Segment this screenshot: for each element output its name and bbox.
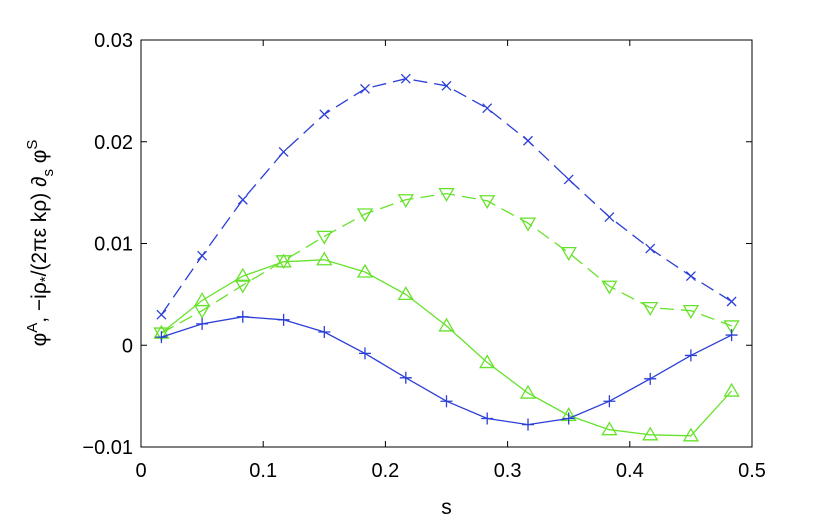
data-point (275, 253, 292, 268)
x-tick-label: 0.4 (616, 460, 644, 482)
data-point (397, 194, 414, 209)
y-tick-label: 0.03 (94, 30, 133, 52)
data-point (644, 372, 657, 385)
data-point (682, 427, 700, 442)
data-point (684, 349, 697, 362)
data-point (196, 317, 209, 330)
data-point (356, 263, 374, 278)
data-point (560, 247, 577, 261)
data-point (399, 371, 412, 384)
data-point (481, 412, 494, 425)
data-point (519, 217, 537, 232)
x-tick-label: 0.1 (249, 460, 277, 482)
data-point (642, 301, 659, 316)
data-point (236, 310, 249, 323)
data-point (234, 267, 251, 282)
data-point (440, 395, 453, 408)
data-point (562, 412, 575, 425)
data-point (723, 382, 740, 397)
data-point (155, 331, 168, 344)
data-point (726, 296, 737, 307)
data-point (601, 421, 618, 436)
series-line (161, 192, 732, 334)
x-tick-label: 0.3 (494, 460, 522, 482)
data-point (318, 326, 331, 339)
series-group (153, 73, 740, 442)
data-point (519, 384, 537, 399)
data-point (278, 146, 289, 157)
plot-area (140, 39, 753, 448)
y-tick-label: −0.01 (82, 437, 133, 459)
data-point (438, 317, 455, 332)
data-point (193, 292, 211, 307)
data-point (482, 103, 493, 114)
data-point (316, 251, 333, 266)
series-0 (156, 73, 737, 320)
data-point (234, 279, 251, 294)
data-point (237, 194, 248, 205)
data-point (153, 327, 170, 342)
series-2 (153, 251, 740, 442)
data-point (156, 309, 167, 320)
data-point (725, 329, 738, 342)
x-tick-label: 0.2 (371, 460, 399, 482)
y-axis-label: φA, −iρ*/(2πε kρ) ∂s φS (24, 140, 57, 347)
data-point (358, 347, 371, 360)
data-point (682, 305, 700, 319)
data-point (723, 320, 740, 335)
y-tick-label: 0 (122, 335, 133, 357)
data-point (522, 418, 535, 431)
data-point (479, 195, 496, 210)
data-point (685, 271, 696, 282)
data-point (438, 187, 455, 202)
data-point (319, 109, 330, 120)
data-point (400, 73, 411, 84)
data-point (479, 354, 496, 369)
data-point (601, 280, 618, 295)
data-point (360, 83, 370, 94)
y-tick-label: 0.01 (94, 234, 133, 256)
series-3 (155, 310, 738, 431)
data-point (397, 286, 414, 301)
series-line (160, 259, 733, 437)
data-point (642, 426, 659, 441)
data-point (603, 395, 616, 408)
data-point (441, 80, 452, 91)
data-point (197, 250, 208, 261)
x-axis-label: s (441, 496, 452, 519)
data-point (523, 135, 533, 146)
y-tick-label: 0.02 (94, 132, 133, 154)
data-point (563, 174, 574, 185)
data-point (604, 212, 615, 223)
data-point (645, 243, 656, 254)
x-tick-label: 0 (135, 460, 146, 482)
data-point (277, 313, 290, 326)
data-point (316, 230, 333, 245)
data-point (356, 208, 374, 223)
x-tick-label: 0.5 (738, 460, 766, 482)
